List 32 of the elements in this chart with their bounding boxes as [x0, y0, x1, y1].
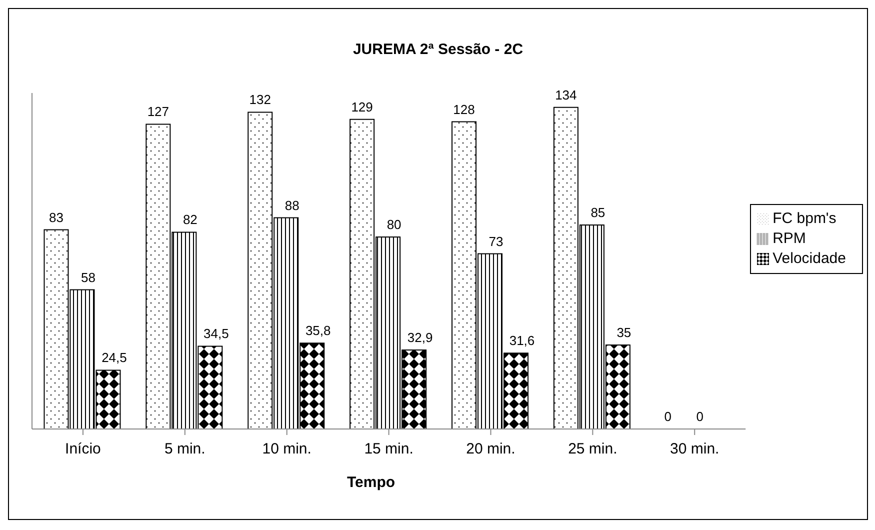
x-tick-label: 15 min.: [364, 440, 414, 458]
legend-label: Velocidade: [772, 250, 846, 267]
x-tick-label: 30 min.: [670, 440, 720, 458]
data-label: 58: [81, 270, 96, 285]
x-tick-label: 25 min.: [568, 440, 618, 458]
x-tick-label: 5 min.: [164, 440, 206, 458]
data-label: 134: [555, 87, 577, 102]
data-label: 128: [453, 102, 475, 117]
x-tick-label: 10 min.: [262, 440, 312, 458]
x-tick-label: 20 min.: [466, 440, 516, 458]
data-label: 127: [147, 104, 170, 120]
data-label: 24,5: [102, 350, 127, 366]
data-label: 82: [182, 212, 198, 228]
data-label: 83: [49, 210, 64, 225]
data-label: 80: [386, 217, 402, 232]
data-label: 35: [616, 325, 632, 340]
legend-label: RPM: [772, 230, 806, 247]
data-label: 85: [590, 205, 606, 220]
x-axis-title: Tempo: [346, 474, 396, 491]
data-label: 0: [696, 408, 704, 424]
data-label: 88: [284, 198, 300, 213]
x-tick-label: Início: [65, 440, 101, 458]
data-label: 0: [664, 408, 672, 424]
data-label: 73: [488, 234, 504, 249]
data-label: 132: [249, 92, 271, 108]
data-label: 31,6: [509, 333, 535, 348]
data-label: 35,8: [305, 323, 331, 338]
chart-title: JUREMA 2ª Sessão - 2C: [352, 41, 524, 58]
data-label: 32,9: [407, 330, 433, 346]
data-label: 34,5: [204, 326, 229, 342]
legend-label: FC bpm's: [772, 210, 836, 227]
data-label: 129: [351, 99, 373, 114]
